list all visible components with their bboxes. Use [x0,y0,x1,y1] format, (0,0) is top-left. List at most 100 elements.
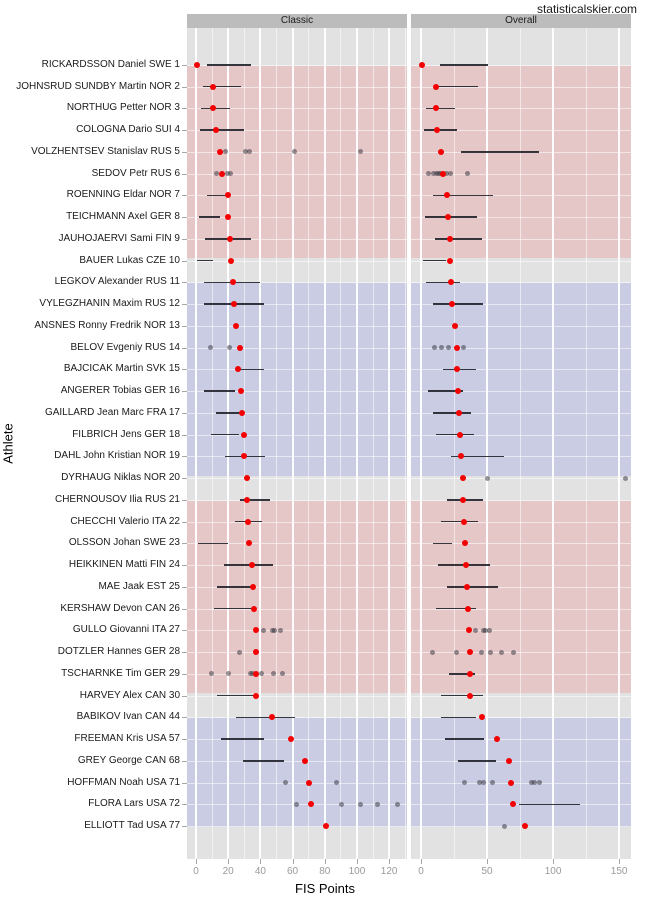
outlier-dot [258,671,264,677]
group-band [187,718,407,828]
athlete-label: CHECCHI Valerio ITA 22 [70,515,180,527]
outlier-dot [478,649,484,655]
outlier-dot [446,345,452,351]
outlier-dot [291,149,297,155]
median-dot [302,757,309,764]
row-gridline [187,391,407,393]
athlete-label: FILBRICH Jens GER 18 [72,428,180,440]
y-tick [182,151,187,153]
y-tick [182,739,187,741]
median-dot [287,736,294,743]
minor-gridline [585,28,587,859]
outlier-dot [536,780,542,786]
range-line [440,64,489,66]
row-gridline [187,586,407,588]
median-dot [419,62,426,68]
y-tick [182,565,187,567]
row-gridline [187,717,407,719]
range-line [444,738,485,740]
major-gridline [291,28,294,859]
row-gridline [187,412,407,414]
y-tick [182,173,187,175]
range-line [216,412,242,414]
outlier-dot [339,801,345,807]
outlier-dot [439,345,444,351]
range-line [440,520,478,523]
range-line [213,607,254,610]
outlier-dot [334,780,340,786]
x-tick-label: 150 [610,866,628,877]
outlier-dot [487,649,493,655]
median-dot [228,257,235,264]
median-dot [240,431,247,438]
median-dot [230,279,237,286]
outlier-dot [532,780,538,786]
median-dot [455,409,462,416]
row-gridline [187,434,407,436]
x-tick-label: 80 [319,866,331,877]
athlete-label: TEICHMANN Axel GER 8 [66,211,180,223]
median-dot [434,127,440,134]
major-gridline [388,28,391,859]
median-dot [445,214,452,221]
minor-gridline [243,28,245,859]
athlete-label: DOTZLER Hannes GER 28 [57,646,180,658]
athlete-label: BABIKOV Ivan CAN 44 [76,711,180,723]
outlier-dot [485,475,491,481]
row-gridline [411,782,631,784]
athlete-label: DYRHAUG Niklas NOR 20 [61,472,180,484]
outlier-dot [272,627,278,633]
x-tick-label: 100 [544,866,562,877]
range-line [200,129,245,131]
group-band [411,500,631,694]
minor-gridline [308,28,310,859]
outlier-dot [477,780,483,786]
row-gridline [411,108,631,110]
row-gridline [187,478,407,480]
row-gridline [411,195,631,197]
row-gridline [411,652,631,654]
group-band [411,66,631,259]
range-line [447,586,499,588]
median-dot [506,757,513,764]
athlete-label: ANSNES Ronny Fredrik NOR 13 [34,319,180,331]
x-tick [421,859,423,864]
group-band [411,283,631,476]
athlete-label: NORTHUG Petter NOR 3 [66,102,180,114]
row-gridline [411,695,631,697]
athlete-label: ROENNING Eldar NOR 7 [66,189,180,201]
row-gridline [187,608,407,610]
range-line [204,390,235,392]
row-gridline [411,826,631,827]
row-gridline [411,260,631,262]
x-tick [228,859,230,864]
median-dot [209,83,216,90]
row-gridline [187,347,407,349]
median-dot [451,322,458,329]
row-gridline [411,238,631,240]
y-tick [182,130,187,132]
y-tick [182,325,187,327]
y-tick [182,391,187,393]
median-dot [461,540,468,547]
range-line [203,85,242,88]
y-tick [182,630,187,632]
x-tick-label: 60 [287,866,299,877]
y-tick [182,586,187,588]
range-line [461,151,540,153]
outlier-dot [431,171,437,177]
outlier-dot [214,171,220,177]
median-dot [449,301,456,308]
range-line [424,216,478,218]
row-gridline [187,673,407,675]
row-gridline [411,434,631,436]
row-gridline [187,130,407,132]
outlier-dot [431,345,437,351]
row-gridline [187,739,407,741]
y-tick [182,108,187,110]
median-dot [466,627,473,634]
row-gridline [187,565,407,567]
row-gridline [411,65,631,66]
median-dot [459,475,466,482]
athlete-label: FLORA Lars USA 72 [88,798,180,810]
